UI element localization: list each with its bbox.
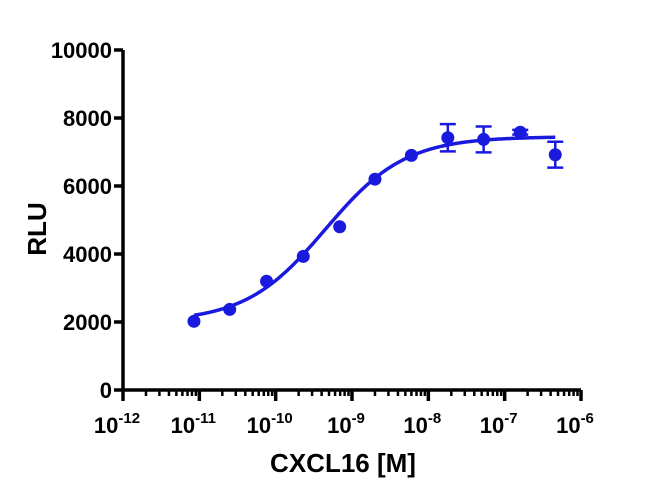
y-axis: 0 2000 4000 6000 8000 10000 — [51, 38, 125, 403]
fit-curve — [193, 135, 556, 318]
data-point — [548, 148, 562, 162]
x-axis-title: CXCL16 [M] — [270, 448, 416, 478]
y-tick-label: 2000 — [63, 310, 112, 335]
x-tick-label: 10-12 — [94, 410, 140, 438]
x-tick-label: 10-11 — [171, 410, 216, 438]
x-tick-label: 10-10 — [247, 410, 293, 438]
data-point — [404, 148, 418, 162]
data-point — [187, 314, 201, 328]
data-point — [513, 125, 527, 139]
y-tick-label: 6000 — [63, 174, 112, 199]
x-tick-label: 10-7 — [480, 410, 518, 438]
x-tick-label: 10-8 — [403, 410, 441, 438]
data-point — [441, 131, 455, 145]
y-tick-label: 0 — [100, 378, 112, 403]
x-axis: 10-12 10-11 10-10 10-9 10-8 10-7 10-6 — [94, 388, 594, 438]
y-tick-label: 8000 — [63, 106, 112, 131]
data-point — [333, 220, 347, 234]
data-point — [296, 249, 310, 263]
data-point — [368, 172, 382, 186]
x-tick-label: 10-6 — [556, 410, 594, 438]
y-axis-title: RLU — [22, 202, 52, 255]
x-tick-label: 10-9 — [327, 410, 365, 438]
data-point — [477, 132, 491, 146]
y-tick-label: 4000 — [63, 242, 112, 267]
data-point — [260, 274, 274, 288]
data-point — [223, 302, 237, 316]
plot-layer — [187, 122, 564, 328]
y-tick-label: 10000 — [51, 38, 112, 63]
